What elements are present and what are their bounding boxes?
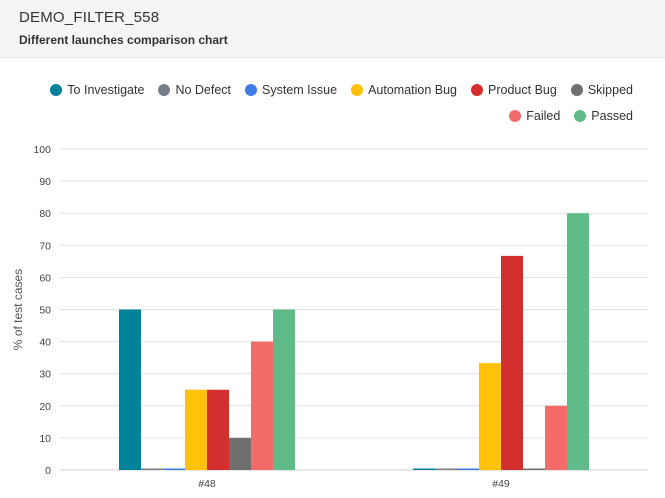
x-tick-label: #49 [492, 478, 510, 490]
legend-label: To Investigate [67, 83, 145, 97]
bar-product-bug-0 [207, 389, 229, 470]
bar-automation-bug-0 [185, 389, 207, 470]
y-tick-label: 40 [39, 337, 51, 349]
bar-to-investigate-1 [413, 468, 435, 470]
legend-dot-icon [158, 84, 171, 96]
y-tick-label: 20 [39, 401, 51, 413]
y-tick-label: 30 [39, 369, 51, 381]
y-tick-label: 50 [39, 305, 51, 317]
legend-dot-icon [245, 84, 258, 96]
bar-passed-0 [273, 309, 295, 470]
y-tick-label: 60 [39, 272, 51, 284]
legend-dot-icon [50, 84, 63, 96]
bar-no-defect-1 [435, 468, 457, 470]
legend-label: Skipped [587, 83, 633, 97]
legend-dot-icon [351, 84, 364, 96]
bar-automation-bug-1 [479, 363, 501, 470]
y-tick-label: 100 [33, 144, 51, 156]
legend-label: System Issue [262, 83, 338, 97]
y-tick-label: 70 [39, 240, 51, 252]
bar-passed-1 [567, 213, 589, 470]
legend-label: No Defect [175, 83, 232, 97]
legend-dot-icon [509, 110, 522, 122]
widget-header: DEMO_FILTER_558 Different launches compa… [0, 0, 665, 58]
legend-label: Automation Bug [368, 83, 458, 97]
legend-item-system-issue[interactable]: System Issue [245, 83, 337, 97]
bar-system-issue-1 [457, 468, 479, 470]
legend-item-passed[interactable]: Passed [574, 109, 633, 123]
bar-skipped-0 [229, 437, 251, 470]
legend-item-to-investigate[interactable]: To Investigate [50, 83, 144, 97]
bar-failed-1 [545, 405, 567, 470]
legend-label: Product Bug [488, 83, 557, 97]
legend-item-skipped[interactable]: Skipped [570, 83, 633, 97]
bar-no-defect-0 [141, 468, 163, 470]
legend-row-1: To Investigate No Defect System Issue Autom… [36, 83, 633, 97]
y-tick-label: 90 [39, 176, 51, 188]
bar-failed-0 [251, 341, 273, 470]
widget-subtitle: Different launches comparison chart [19, 33, 228, 47]
chart-legend: To Investigate No Defect System Issue Autom… [0, 76, 665, 136]
bar-system-issue-0 [163, 468, 185, 470]
bar-skipped-1 [523, 468, 545, 470]
y-tick-label: 10 [39, 433, 51, 445]
legend-dot-icon [574, 110, 587, 122]
legend-item-product-bug[interactable]: Product Bug [471, 83, 557, 97]
legend-item-no-defect[interactable]: No Defect [158, 83, 231, 97]
y-tick-label: 80 [39, 208, 51, 220]
y-axis-label: % of test cases [11, 269, 25, 350]
bar-to-investigate-0 [119, 309, 141, 470]
legend-dot-icon [570, 84, 583, 96]
legend-item-failed[interactable]: Failed [509, 109, 560, 123]
y-tick-label: 0 [45, 465, 51, 477]
legend-dot-icon [471, 84, 484, 96]
legend-label: Passed [591, 109, 633, 123]
legend-item-automation-bug[interactable]: Automation Bug [351, 83, 457, 97]
legend-row-2: Failed Passed [495, 109, 633, 123]
x-tick-label: #48 [198, 478, 216, 490]
bar-product-bug-1 [501, 255, 523, 470]
legend-label: Failed [526, 109, 561, 123]
widget-title: DEMO_FILTER_558 [19, 9, 160, 26]
bar-chart: 0 10 20 30 40 50 60 70 80 90 100 % of test cases #48… [11, 144, 648, 490]
